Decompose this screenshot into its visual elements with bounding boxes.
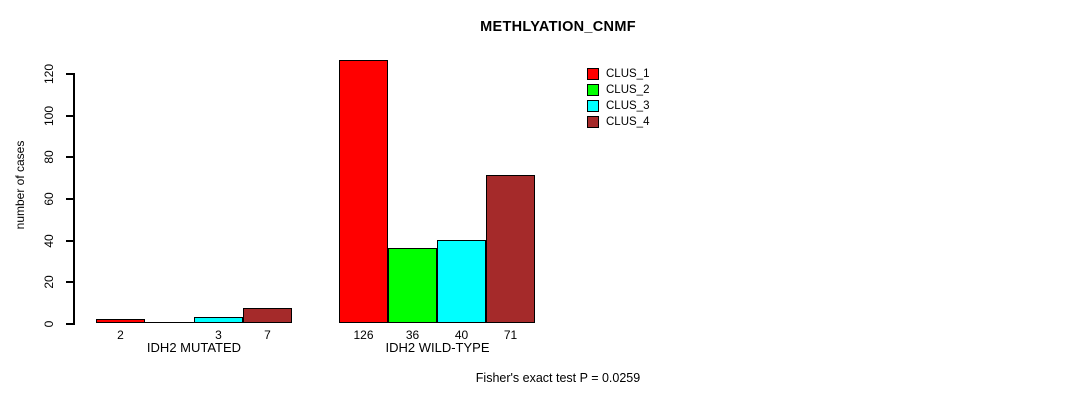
chart-title: METHLYATION_CNMF [480, 19, 636, 35]
y-tick [66, 73, 73, 75]
legend-swatch-clus_1 [587, 68, 599, 80]
legend-label: CLUS_2 [606, 84, 650, 96]
bar-value-label: 40 [454, 328, 469, 342]
y-tick [66, 239, 73, 242]
legend-label: CLUS_3 [606, 100, 650, 112]
bar-value-label: 71 [503, 328, 518, 342]
bar-clus_3-1 [194, 317, 243, 323]
y-tick [66, 114, 73, 117]
legend-swatch-clus_3 [587, 100, 599, 112]
y-tick-label: 40 [42, 233, 56, 248]
y-tick-label: 120 [42, 63, 56, 85]
legend-swatch-clus_2 [587, 84, 599, 96]
legend: CLUS_1 CLUS_2 CLUS_3 CLUS_4 [587, 66, 649, 130]
legend-label: CLUS_4 [606, 116, 650, 128]
bar-clus_2-2 [388, 248, 437, 323]
legend-item-clus_3: CLUS_3 [587, 98, 649, 114]
legend-item-clus_1: CLUS_1 [587, 66, 649, 82]
y-tick [66, 323, 73, 325]
x-category-label: IDH2 WILD-TYPE [385, 340, 490, 355]
bar-clus_1-1 [96, 319, 145, 323]
legend-item-clus_2: CLUS_2 [587, 82, 649, 98]
bar-value-label: 3 [215, 328, 222, 342]
legend-item-clus_4: CLUS_4 [587, 114, 649, 130]
bar-value-label: 126 [353, 328, 374, 342]
y-tick-label: 80 [42, 150, 56, 165]
y-tick-label: 100 [42, 105, 56, 126]
bar-value-label: 7 [264, 328, 271, 342]
legend-swatch-clus_4 [587, 116, 599, 128]
bar-clus_4-1 [243, 308, 292, 323]
legend-label: CLUS_1 [606, 68, 650, 80]
bar-clus_1-2 [339, 60, 388, 323]
bar-value-label: 2 [117, 328, 124, 342]
y-tick [66, 156, 73, 159]
y-tick-label: 60 [42, 192, 56, 206]
y-tick-label: 0 [42, 320, 56, 328]
y-tick-label: 20 [42, 275, 56, 290]
bar-clus_2-1-zero [145, 321, 194, 323]
y-axis-line [73, 73, 75, 325]
bar-value-label: 36 [405, 328, 420, 342]
footer-note: Fisher's exact test P = 0.0259 [475, 371, 641, 385]
y-axis-title: number of cases [13, 140, 27, 230]
bar-clus_4-2 [486, 175, 535, 323]
bar-clus_3-2 [437, 240, 486, 323]
y-tick [66, 198, 73, 200]
y-tick [66, 281, 73, 284]
x-category-label: IDH2 MUTATED [146, 340, 242, 355]
